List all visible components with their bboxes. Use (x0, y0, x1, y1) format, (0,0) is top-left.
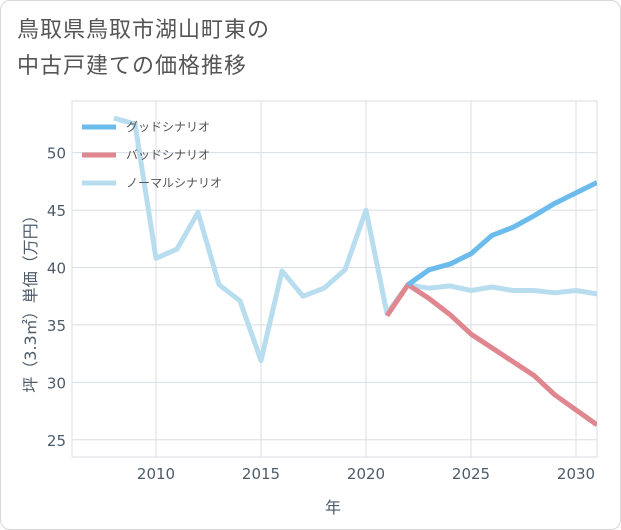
series-line-good (406, 180, 597, 287)
x-tick-labels: 2010 2015 2020 2025 2030 (137, 465, 595, 483)
chart-title-line-1: 鳥取県鳥取市湖山町東の (17, 18, 271, 43)
legend-label: ノーマルシナリオ (126, 176, 222, 190)
y-tick-label: 25 (47, 432, 66, 450)
x-tick-label: 2010 (137, 465, 175, 483)
y-axis-title: 坪（3.3㎡）単価（万円） (21, 207, 40, 392)
chart-title: 鳥取県鳥取市湖山町東の 中古戸建ての価格推移 (17, 13, 437, 85)
x-tick-label: 2030 (557, 465, 595, 483)
y-tick-label: 35 (47, 317, 66, 335)
plot-frame (71, 100, 598, 458)
legend-label: グッドシナリオ (126, 120, 210, 134)
y-tick-labels: 25 30 35 40 45 50 (47, 145, 66, 450)
x-tick-label: 2025 (452, 465, 490, 483)
y-tick-label: 40 (47, 260, 66, 278)
series-line-normal (113, 115, 597, 363)
legend-label: バッドシナリオ (126, 148, 210, 162)
x-tick-label: 2015 (242, 465, 280, 483)
y-tick-label: 30 (47, 374, 66, 392)
x-tick-label: 2020 (347, 465, 385, 483)
y-tick-label: 50 (47, 145, 66, 163)
series-line-bad (384, 282, 597, 427)
series-lines (113, 115, 597, 427)
x-axis-title: 年 (325, 498, 341, 517)
chart-title-line-2: 中古戸建ての価格推移 (17, 54, 248, 79)
y-tick-label: 45 (47, 202, 66, 220)
grid (71, 100, 598, 458)
